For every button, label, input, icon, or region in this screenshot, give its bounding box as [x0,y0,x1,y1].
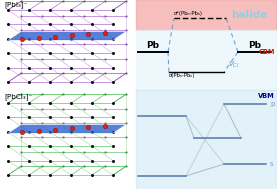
Text: [PbCl₃]⁻: [PbCl₃]⁻ [4,93,32,100]
Text: σ*(Pbₙ-Pbₙ): σ*(Pbₙ-Pbₙ) [174,12,203,16]
Text: CBM: CBM [258,49,275,55]
Text: p: p [270,101,275,107]
Polygon shape [8,124,126,133]
Polygon shape [21,94,126,166]
Text: [PbI₃]⁻: [PbI₃]⁻ [4,1,27,8]
Text: halide: halide [231,10,267,20]
Text: Pb: Pb [248,41,261,50]
Polygon shape [8,31,126,40]
Text: Pb: Pb [147,41,160,50]
Text: s: s [270,161,274,167]
Text: V$_{Cl}$: V$_{Cl}$ [228,60,240,70]
Text: σ(Pbₙ-Pbₙ): σ(Pbₙ-Pbₙ) [169,74,195,78]
Polygon shape [21,1,126,73]
Text: VBM: VBM [258,93,275,99]
